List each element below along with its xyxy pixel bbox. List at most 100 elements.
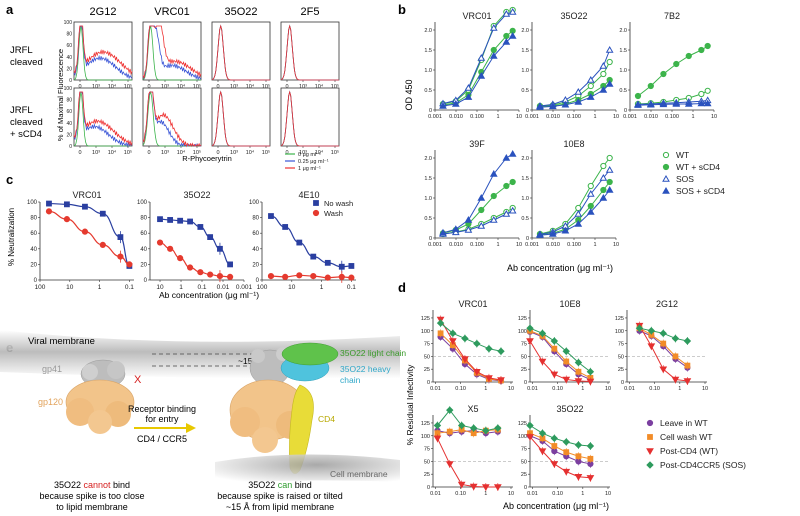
data-point <box>562 438 570 446</box>
data-point <box>647 343 656 351</box>
data-point <box>99 241 106 248</box>
histogram-x-tick-label: 10⁴ <box>177 149 186 156</box>
x-tick-label: 0.001 <box>428 242 442 248</box>
legend-label: SOS <box>676 174 694 184</box>
y-tick-label: 0 <box>256 278 260 284</box>
panel-a-col-title-1: 2G12 <box>90 6 117 18</box>
data-point <box>433 435 442 443</box>
data-point <box>536 103 544 110</box>
x-tick-label: 1 <box>320 284 324 291</box>
y-tick-label: 100 <box>137 200 148 206</box>
panel-letter-b: b <box>398 2 406 17</box>
x-tick-label: 1 <box>581 491 584 497</box>
histogram-curve <box>280 90 339 147</box>
histogram-y-tick-label: 100 <box>64 20 73 26</box>
gp41-label: gp41 <box>42 364 62 374</box>
histogram-x-tick-label: 10⁵ <box>331 149 339 156</box>
histogram-x-tick-label: 0 <box>78 84 81 90</box>
x-tick-label: 1 <box>179 284 183 291</box>
y-tick-label: 0 <box>429 236 432 242</box>
data-point <box>574 97 583 105</box>
y-tick-label: 1.0 <box>619 68 627 74</box>
histogram-frame <box>280 87 340 147</box>
y-tick-label: 1.0 <box>521 196 529 202</box>
y-tick-label: 50 <box>618 354 624 360</box>
data-point <box>464 93 473 100</box>
data-point <box>575 204 582 212</box>
y-tick-label: 60 <box>140 231 147 237</box>
data-point <box>451 225 460 232</box>
histogram-curve <box>280 90 339 147</box>
histogram-curve <box>142 26 201 81</box>
histogram-x-tick-label: 10⁴ <box>177 83 186 90</box>
y-tick-label: 80 <box>140 216 147 222</box>
gp120-label: gp120 <box>38 397 63 407</box>
data-point <box>296 239 303 246</box>
histogram-y-tick-label: 60 <box>66 43 72 49</box>
x-tick-label: 10 <box>516 114 522 120</box>
row-label-2-line2: cleaved <box>10 117 43 128</box>
data-point <box>489 169 498 177</box>
legend-marker <box>662 163 670 171</box>
data-point <box>126 261 133 268</box>
cell-membrane-band <box>215 454 400 484</box>
data-point <box>217 245 223 252</box>
data-point <box>157 216 163 223</box>
data-point <box>574 87 583 95</box>
caption-right-line1: 35O22 can bind <box>248 480 312 490</box>
data-point <box>550 434 559 443</box>
data-point <box>551 345 558 352</box>
data-point <box>267 273 275 280</box>
panel-e-schematic: Viral membrane gp41 gp120 X ~15 Å <box>0 330 406 512</box>
right-gp120-lobe <box>230 407 260 437</box>
data-point <box>562 347 570 355</box>
legend-marker <box>662 186 670 194</box>
x-tick-label: 0.001 <box>623 114 637 120</box>
histogram-x-tick-label: 10⁵ <box>124 83 132 90</box>
y-tick-label: 50 <box>521 354 527 360</box>
legend-label: Post-CD4 (WT) <box>660 446 718 456</box>
x-tick-label: 10 <box>288 284 296 291</box>
histogram-x-tick-label: 10³ <box>299 84 307 90</box>
data-point <box>490 46 497 54</box>
data-point <box>464 83 473 91</box>
data-point <box>64 201 70 208</box>
data-point <box>683 337 692 345</box>
panel-a-row-label-1: JRFL cleaved <box>10 45 43 68</box>
data-point <box>575 453 582 460</box>
histogram-y-tick-label: 40 <box>66 121 72 127</box>
cell-membrane-label: Cell membrane <box>330 469 388 479</box>
y-tick-label: 125 <box>615 316 624 322</box>
data-point <box>461 334 469 343</box>
x-tick-label: 0.01 <box>527 386 538 392</box>
data-point <box>697 99 706 107</box>
series-line <box>539 181 611 236</box>
legend-label: Leave in WT <box>660 418 708 428</box>
histogram-y-tick-label: 0 <box>69 78 72 84</box>
y-tick-label: 100 <box>518 329 527 335</box>
data-point <box>684 362 691 369</box>
y-tick-label: 100 <box>615 329 624 335</box>
y-tick-label: 1.5 <box>521 48 529 54</box>
data-point <box>551 443 558 449</box>
data-point <box>671 376 680 384</box>
histogram-curve <box>142 25 202 79</box>
data-point <box>703 99 712 107</box>
y-tick-label: 2.0 <box>521 156 529 162</box>
panel-d-ylabel: % Residual Infectivity <box>405 364 415 446</box>
y-tick-label: 75 <box>424 342 430 348</box>
series-line <box>442 153 513 234</box>
y-tick-label: 40 <box>252 247 259 253</box>
histogram-curve <box>280 24 339 81</box>
data-point <box>586 378 595 386</box>
data-point <box>324 274 331 281</box>
data-point <box>481 484 490 492</box>
data-point <box>207 234 214 240</box>
x-tick-label: 0.010 <box>546 242 560 248</box>
data-point <box>494 424 502 432</box>
data-point <box>497 347 505 355</box>
histogram-curve <box>280 90 339 147</box>
data-point <box>685 52 692 60</box>
